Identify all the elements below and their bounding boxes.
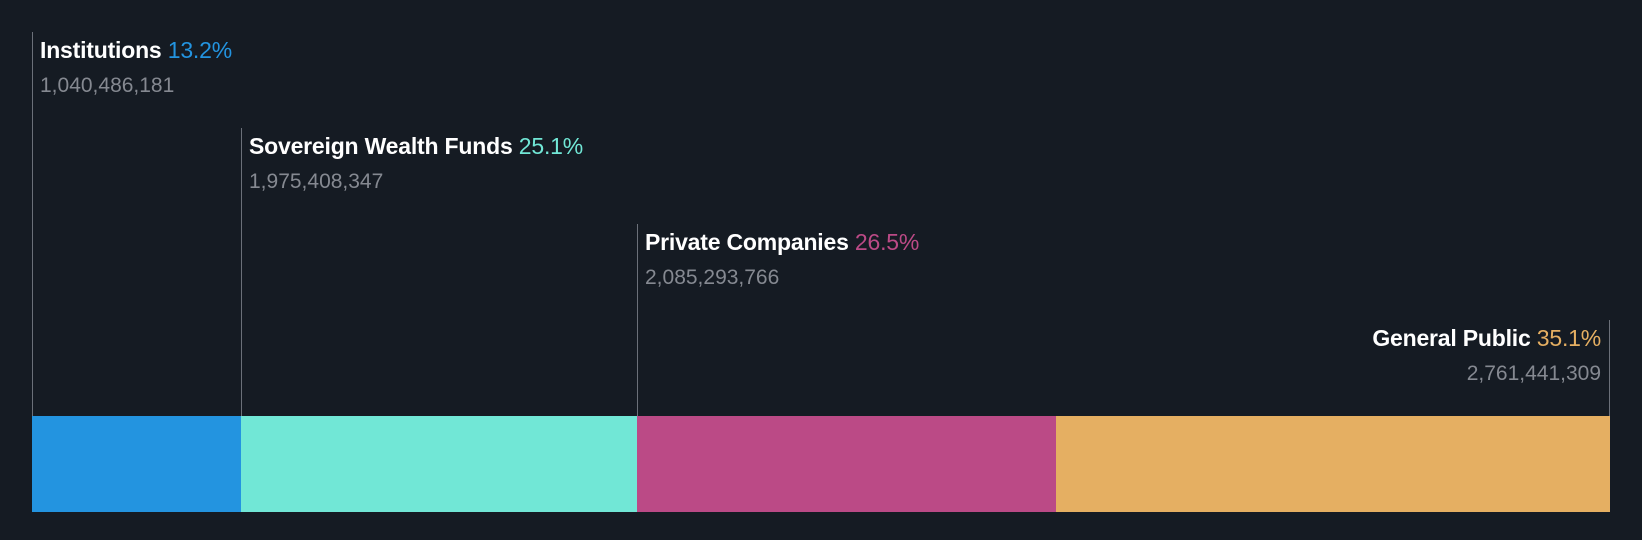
label-title-institutions: Institutions 13.2% [40, 36, 232, 64]
label-title-sovereign-wealth-funds: Sovereign Wealth Funds 25.1% [249, 132, 583, 160]
bar-segment-private-companies[interactable] [637, 416, 1056, 512]
marker-line-general-public [1609, 320, 1610, 416]
bar-segment-sovereign-wealth-funds[interactable] [241, 416, 637, 512]
shares-value: 1,975,408,347 [249, 170, 384, 193]
label-institutions: Institutions 13.2% 1,040,486,181 [40, 36, 232, 98]
category-name: Private Companies [645, 229, 849, 255]
percent-value: 13.2% [167, 37, 232, 63]
label-sovereign-wealth-funds: Sovereign Wealth Funds 25.1% 1,975,408,3… [249, 132, 583, 194]
bar-segment-general-public[interactable] [1056, 416, 1610, 512]
bar-segment-institutions[interactable] [32, 416, 241, 512]
marker-line-sovereign-wealth-funds [241, 128, 242, 416]
label-title-general-public: General Public 35.1% [1372, 324, 1601, 352]
shares-value: 2,085,293,766 [645, 266, 780, 289]
category-name: General Public [1372, 325, 1531, 351]
label-title-private-companies: Private Companies 26.5% [645, 228, 919, 256]
marker-line-institutions [32, 32, 33, 416]
marker-line-private-companies [637, 224, 638, 416]
category-name: Sovereign Wealth Funds [249, 133, 513, 159]
percent-value: 25.1% [518, 133, 583, 159]
shares-value: 2,761,441,309 [1466, 362, 1601, 385]
percent-value: 26.5% [854, 229, 920, 255]
shares-value: 1,040,486,181 [40, 74, 175, 97]
label-general-public: General Public 35.1% 2,761,441,309 [1372, 324, 1601, 386]
label-private-companies: Private Companies 26.5% 2,085,293,766 [645, 228, 919, 290]
percent-value: 35.1% [1536, 325, 1601, 351]
category-name: Institutions [40, 37, 162, 63]
